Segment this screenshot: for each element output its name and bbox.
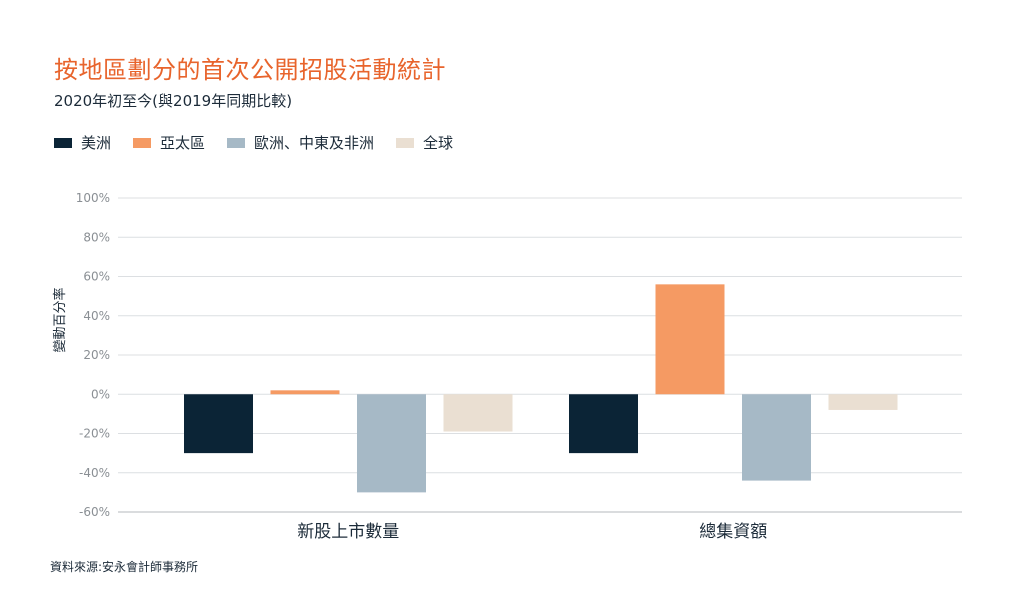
- bar-emea-2: [742, 394, 811, 481]
- x-category-label: 新股上市數量: [297, 522, 399, 542]
- x-axis-categories: 新股上市數量 總集資額: [297, 522, 767, 542]
- legend-swatch-asia-pacific: [133, 137, 152, 148]
- legend-label-global: 全球: [423, 134, 454, 152]
- y-tick-label: 0%: [91, 387, 110, 401]
- bar-asia-pacific-2: [655, 284, 725, 395]
- y-tick-label: 60%: [83, 270, 110, 284]
- y-tick-label: 100%: [76, 191, 110, 205]
- chart-title: 按地區劃分的首次公開招股活動統計: [54, 56, 446, 84]
- legend-swatch-americas: [54, 137, 72, 148]
- y-tick-label: 80%: [83, 230, 110, 244]
- y-tick-label: 20%: [83, 348, 110, 362]
- gridlines: [118, 197, 962, 513]
- legend-item-emea: 歐洲、中東及非洲: [227, 132, 374, 153]
- legend-swatch-emea: [227, 137, 246, 148]
- legend-item-asia-pacific: 亞太區: [133, 132, 205, 153]
- source-note: 資料來源:安永會計師事務所: [50, 560, 199, 574]
- bars: [184, 284, 898, 493]
- bar-emea-1: [357, 394, 426, 493]
- legend-item-global: 全球: [396, 132, 453, 153]
- x-category-label: 總集資額: [699, 522, 767, 542]
- bar-global-1: [443, 394, 513, 432]
- y-axis-ticks: 100% 80% 60% 40% 20% 0% -20% -40% -60%: [76, 191, 110, 519]
- legend-swatch-global: [396, 137, 415, 148]
- y-tick-label: 40%: [83, 309, 110, 323]
- legend-item-americas: 美洲: [54, 132, 111, 153]
- bar-global-2: [828, 394, 898, 410]
- chart-subtitle: 2020年初至今(與2019年同期比較): [54, 92, 293, 110]
- bar-asia-pacific-1: [270, 390, 340, 395]
- bar-americas-1: [184, 394, 253, 454]
- bar-americas-2: [569, 394, 638, 454]
- y-axis-label: 變動百分率: [52, 287, 68, 352]
- legend: 美洲 亞太區 歐洲、中東及非洲 全球: [54, 132, 453, 153]
- y-tick-label: -40%: [79, 466, 110, 480]
- legend-label-emea: 歐洲、中東及非洲: [254, 134, 375, 152]
- legend-label-asia-pacific: 亞太區: [160, 134, 206, 152]
- y-tick-label: -60%: [79, 505, 110, 519]
- legend-label-americas: 美洲: [81, 134, 112, 152]
- y-tick-label: -20%: [79, 427, 110, 441]
